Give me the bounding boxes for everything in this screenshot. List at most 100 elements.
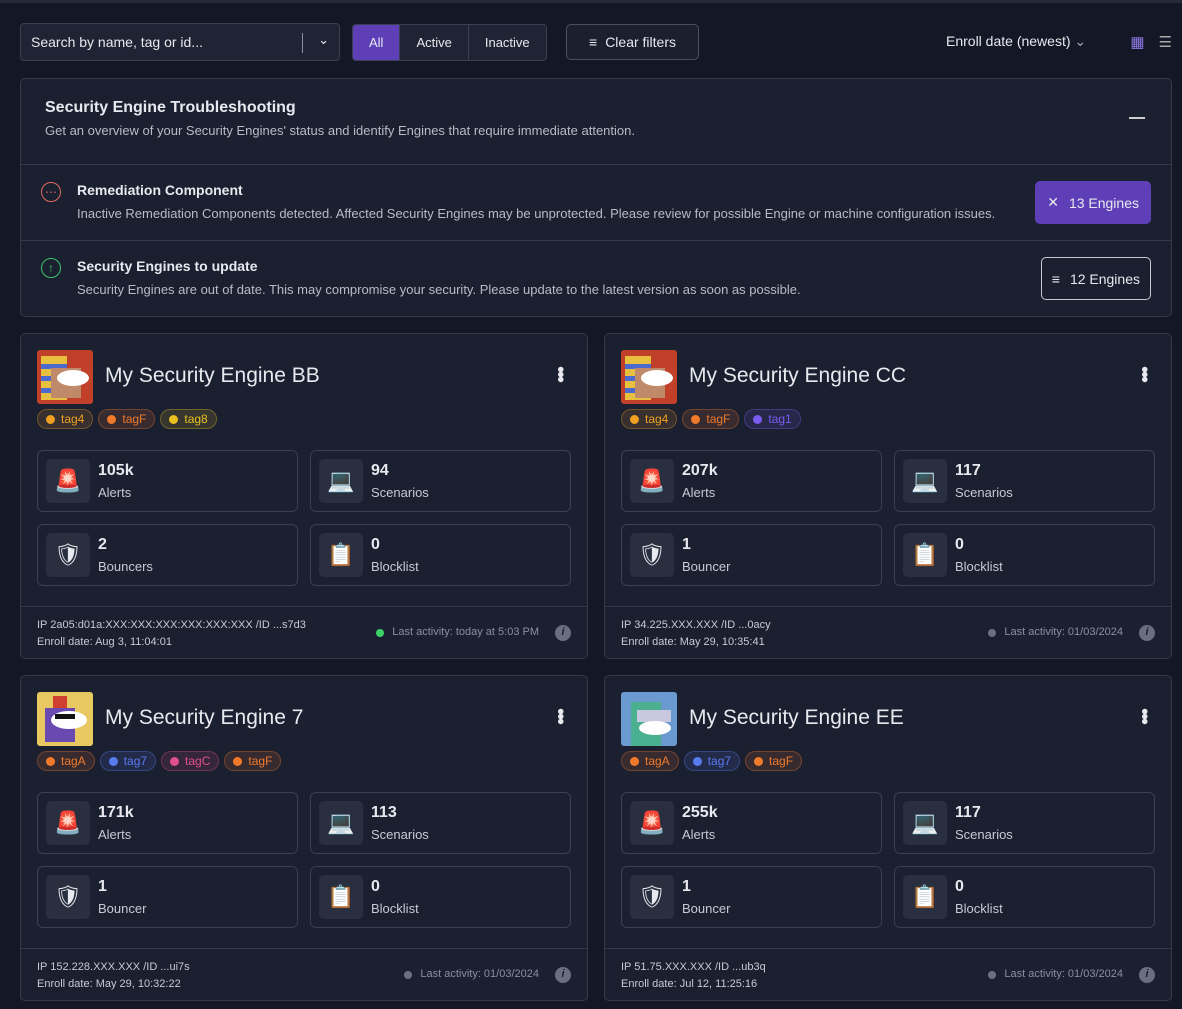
info-icon[interactable]: i: [555, 624, 571, 641]
engine-card[interactable]: My Security Engine BB ••• tag4 tagF tag8 🚨 1…: [20, 333, 588, 659]
stat-scenarios[interactable]: 💻 94 Scenarios: [310, 450, 571, 512]
clear-filters-button[interactable]: ≡ Clear filters: [566, 24, 699, 60]
shield-icon: 🛡: [46, 533, 90, 577]
alerts-value: 207k: [682, 462, 718, 479]
engine-card[interactable]: My Security Engine EE ••• tagA tag7 tagF 🚨 2…: [604, 675, 1172, 1001]
tag-list: tagA tag7 tagC tagF: [37, 751, 282, 771]
stat-scenarios[interactable]: 💻 113 Scenarios: [310, 792, 571, 854]
card-footer: IP 34.225.XXX.XXX /ID ...0acy Enroll date…: [605, 606, 1171, 658]
divider: [302, 33, 303, 53]
bouncers-value: 1: [682, 536, 691, 553]
status-dot-icon: [988, 970, 997, 979]
alarm-light-icon: 🚨: [46, 459, 90, 503]
engine-name: My Security Engine CC: [689, 364, 907, 387]
last-activity: Last activity: 01/03/2024: [1004, 968, 1123, 980]
tag-badge[interactable]: tagA: [37, 751, 95, 771]
tag-badge[interactable]: tagF: [224, 751, 282, 771]
stat-bouncers[interactable]: 🛡 1 Bouncer: [621, 866, 882, 928]
stat-bouncers[interactable]: 🛡 1 Bouncer: [621, 524, 882, 586]
stat-alerts[interactable]: 🚨 171k Alerts: [37, 792, 298, 854]
shield-icon: 🛡: [630, 533, 674, 577]
remediation-engines-button[interactable]: ✕ 13 Engines: [1035, 181, 1151, 224]
stat-bouncers[interactable]: 🛡 1 Bouncer: [37, 866, 298, 928]
tag-badge[interactable]: tag7: [99, 751, 157, 771]
alarm-light-icon: 🚨: [630, 459, 674, 503]
engine-card[interactable]: My Security Engine 7 ••• tagA tag7 tagC tag…: [20, 675, 588, 1001]
more-options-icon[interactable]: •••: [549, 366, 571, 382]
stat-scenarios[interactable]: 💻 117 Scenarios: [894, 792, 1155, 854]
laptop-icon: 💻: [319, 801, 363, 845]
tag-badge[interactable]: tag4: [37, 409, 94, 429]
scenarios-label: Scenarios: [955, 827, 1013, 842]
tag-badge[interactable]: tag4: [621, 409, 678, 429]
info-icon[interactable]: i: [1139, 624, 1155, 641]
stat-alerts[interactable]: 🚨 105k Alerts: [37, 450, 298, 512]
grid-view-icon[interactable]: ▦: [1130, 34, 1145, 51]
more-options-icon[interactable]: •••: [1133, 366, 1155, 382]
alerts-label: Alerts: [98, 827, 132, 842]
list-view-icon[interactable]: ☰: [1158, 34, 1172, 51]
alarm-light-icon: 🚨: [46, 801, 90, 845]
last-activity: Last activity: 01/03/2024: [420, 968, 539, 980]
more-options-icon[interactable]: •••: [1133, 708, 1155, 724]
tag-list: tag4 tagF tag8: [37, 409, 217, 429]
bouncers-label: Bouncer: [682, 559, 731, 574]
document-list-icon: 📋: [319, 875, 363, 919]
info-icon[interactable]: i: [555, 966, 571, 983]
tag-label: tagC: [185, 754, 211, 768]
more-options-icon[interactable]: •••: [549, 708, 571, 724]
info-icon[interactable]: i: [1139, 966, 1155, 983]
blocklist-label: Blocklist: [955, 559, 1003, 574]
stat-blocklist[interactable]: 📋 0 Blocklist: [310, 866, 571, 928]
stat-blocklist[interactable]: 📋 0 Blocklist: [894, 866, 1155, 928]
avatar: [37, 350, 93, 404]
engine-card[interactable]: My Security Engine CC ••• tag4 tagF tag1 🚨 2…: [604, 333, 1172, 659]
alerts-value: 255k: [682, 804, 718, 821]
tag-badge[interactable]: tagF: [682, 409, 740, 429]
last-activity: Last activity: today at 5:03 PM: [392, 626, 539, 638]
tag-label: tagA: [61, 754, 86, 768]
chevron-down-icon[interactable]: ⌄: [318, 32, 329, 47]
remediation-row: ⋯ Remediation Component Inactive Remedia…: [21, 165, 1171, 241]
enroll-date: Enroll date: Aug 3, 11:04:01: [37, 636, 172, 648]
tag-badge[interactable]: tagF: [745, 751, 803, 771]
stat-alerts[interactable]: 🚨 207k Alerts: [621, 450, 882, 512]
tag-label: tagF: [122, 412, 147, 426]
avatar: [621, 692, 677, 746]
stat-blocklist[interactable]: 📋 0 Blocklist: [894, 524, 1155, 586]
stat-bouncers[interactable]: 🛡 2 Bouncers: [37, 524, 298, 586]
tag-dot-icon: [753, 414, 763, 424]
tag-badge[interactable]: tag1: [744, 409, 801, 429]
stat-blocklist[interactable]: 📋 0 Blocklist: [310, 524, 571, 586]
search-input[interactable]: Search by name, tag or id... ⌄: [20, 23, 340, 61]
blocklist-value: 0: [955, 536, 964, 553]
tag-badge[interactable]: tagA: [621, 751, 679, 771]
stat-alerts[interactable]: 🚨 255k Alerts: [621, 792, 882, 854]
document-list-icon: 📋: [903, 533, 947, 577]
collapse-icon[interactable]: [1129, 117, 1145, 119]
tag-badge[interactable]: tagC: [161, 751, 220, 771]
row-title: Remediation Component: [77, 182, 243, 198]
alerts-label: Alerts: [682, 485, 716, 500]
tag-dot-icon: [170, 756, 180, 766]
avatar: [621, 350, 677, 404]
tag-label: tag7: [123, 754, 148, 768]
panel-title: Security Engine Troubleshooting: [45, 99, 296, 116]
scenarios-value: 117: [955, 462, 981, 479]
tag-badge[interactable]: tagF: [98, 409, 156, 429]
stat-scenarios[interactable]: 💻 117 Scenarios: [894, 450, 1155, 512]
tag-label: tagF: [769, 754, 794, 768]
shield-icon: 🛡: [46, 875, 90, 919]
tag-dot-icon: [630, 756, 639, 766]
bouncers-value: 2: [98, 536, 107, 553]
tag-label: tagF: [706, 412, 731, 426]
filter-active[interactable]: Active: [399, 25, 468, 60]
update-engines-button[interactable]: ≡ 12 Engines: [1040, 257, 1151, 300]
tag-label: tag1: [768, 412, 792, 426]
filter-all[interactable]: All: [353, 25, 400, 60]
tag-badge[interactable]: tag8: [160, 409, 217, 429]
sort-dropdown[interactable]: Enroll date (newest) ⌄: [946, 33, 1086, 50]
tag-badge[interactable]: tag7: [683, 751, 741, 771]
document-list-icon: 📋: [903, 875, 947, 919]
filter-inactive[interactable]: Inactive: [467, 25, 546, 60]
